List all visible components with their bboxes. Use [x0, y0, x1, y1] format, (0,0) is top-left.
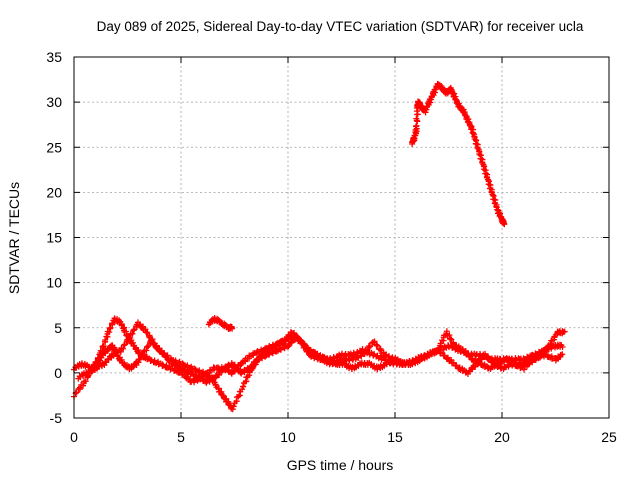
- data-point: [493, 203, 500, 210]
- data-point: [73, 389, 80, 396]
- x-tick-label: 0: [70, 429, 78, 445]
- x-axis-label: GPS time / hours: [287, 457, 394, 473]
- y-tick-label: 20: [46, 184, 62, 200]
- series-high-track: [409, 80, 508, 228]
- y-tick-label: 0: [54, 365, 62, 381]
- data-point: [414, 111, 421, 118]
- x-tick-label: 10: [280, 429, 296, 445]
- data-point: [121, 342, 128, 349]
- data-point: [212, 381, 219, 388]
- data-point: [559, 343, 566, 350]
- x-tick-label: 20: [494, 429, 510, 445]
- y-tick-label: 35: [46, 49, 62, 65]
- x-tick-label: 15: [387, 429, 403, 445]
- data-point: [371, 338, 378, 345]
- y-axis-label: SDTVAR / TECUs: [6, 182, 22, 294]
- data-point: [230, 403, 237, 410]
- data-point: [561, 328, 568, 335]
- y-tick-label: 30: [46, 94, 62, 110]
- y-tick-label: 5: [54, 320, 62, 336]
- data-point: [102, 337, 109, 344]
- y-tick-label: 10: [46, 275, 62, 291]
- series-track-c: [75, 319, 568, 386]
- data-point: [434, 347, 441, 354]
- data-point: [77, 384, 84, 391]
- y-tick-label: 15: [46, 230, 62, 246]
- data-point: [482, 170, 489, 177]
- data-point: [435, 346, 442, 353]
- data-point: [144, 344, 151, 351]
- chart-title: Day 089 of 2025, Sidereal Day-to-day VTE…: [97, 19, 584, 34]
- data-points: [71, 80, 568, 413]
- data-point: [100, 342, 107, 349]
- data-point: [488, 188, 495, 195]
- grid: [74, 57, 609, 418]
- data-point: [437, 340, 444, 347]
- data-point: [229, 406, 236, 413]
- data-point: [120, 345, 127, 352]
- data-point: [107, 324, 114, 331]
- data-point: [448, 336, 455, 343]
- x-tick-label: 25: [601, 429, 617, 445]
- data-point: [240, 383, 247, 390]
- data-point: [500, 219, 507, 226]
- data-point: [374, 342, 381, 349]
- data-point: [257, 354, 264, 361]
- axis-ticks: 0 5 10 15 20 25 -5 0 5 10 15 20 25 30 35: [46, 49, 617, 445]
- data-point: [80, 382, 87, 389]
- data-point: [130, 327, 137, 334]
- y-tick-label: -5: [50, 410, 63, 426]
- data-point: [143, 329, 150, 336]
- x-tick-label: 5: [177, 429, 185, 445]
- series-short-segment: [205, 315, 236, 332]
- data-point: [162, 353, 169, 360]
- y-tick-label: 25: [46, 139, 62, 155]
- data-point: [151, 340, 158, 347]
- data-point: [152, 343, 159, 350]
- data-point: [366, 343, 373, 350]
- data-point: [478, 155, 485, 162]
- data-point: [413, 115, 420, 122]
- data-point: [228, 323, 235, 330]
- data-point: [364, 347, 371, 354]
- data-point: [82, 378, 89, 385]
- data-point: [159, 361, 166, 368]
- data-point: [413, 122, 420, 129]
- data-point: [129, 330, 136, 337]
- data-point: [559, 351, 566, 358]
- data-point: [142, 326, 149, 333]
- data-point: [143, 347, 150, 354]
